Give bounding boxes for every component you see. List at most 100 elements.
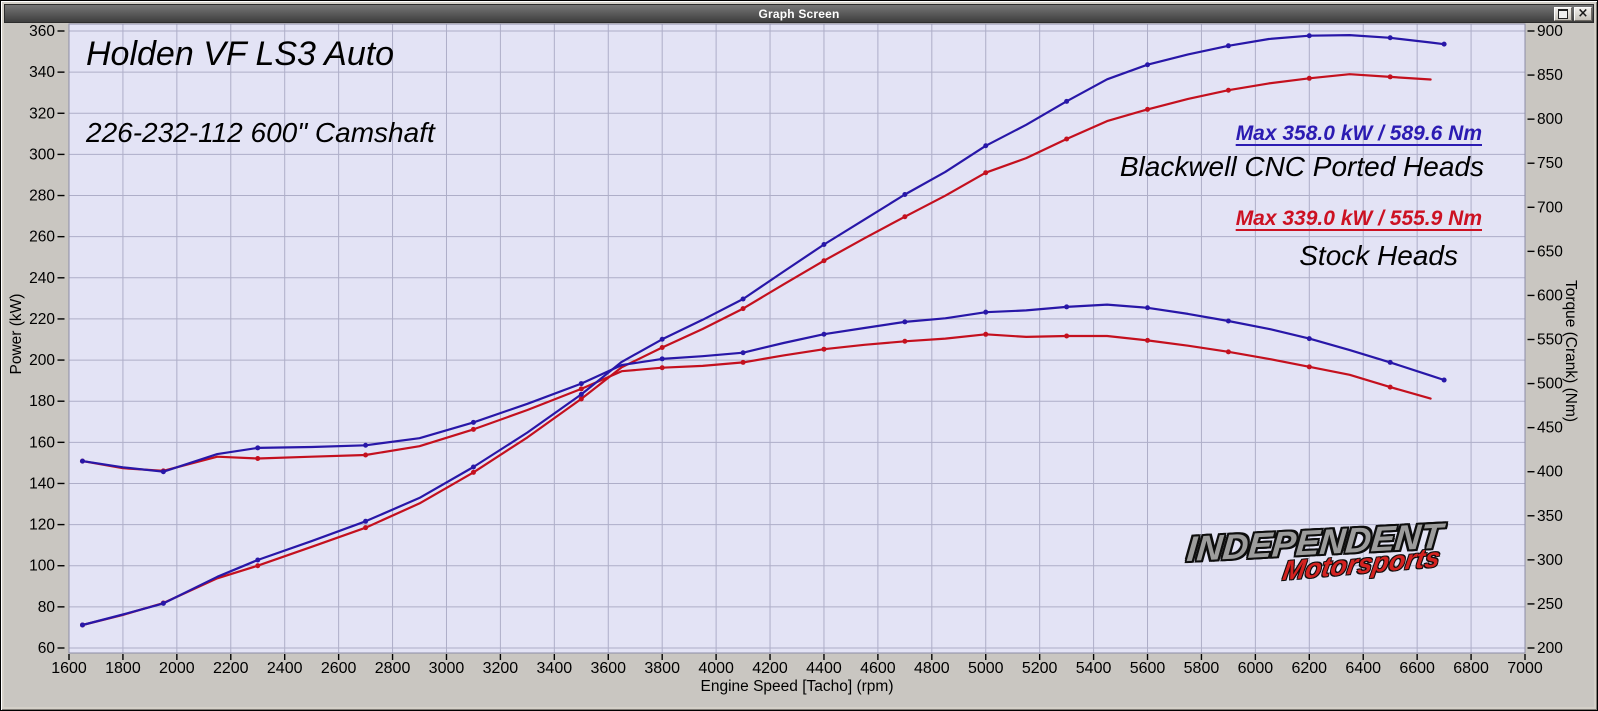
curve-marker: [1145, 106, 1151, 112]
tick-label-power: 220: [29, 311, 55, 328]
curve-marker: [1387, 74, 1393, 80]
tick-label-torque: 500: [1537, 376, 1563, 393]
curve-marker: [659, 356, 665, 362]
tick-label-rpm: 1800: [105, 660, 141, 677]
curve-marker: [821, 331, 827, 337]
tick-label-rpm: 3200: [483, 660, 519, 677]
curve-marker: [1064, 136, 1070, 142]
series-label-stock-heads: Stock Heads: [1299, 240, 1458, 271]
tick-label-torque: 300: [1537, 552, 1563, 569]
window-title: Graph Screen: [758, 6, 840, 21]
tick-label-rpm: 6000: [1238, 660, 1274, 677]
curve-marker: [740, 296, 746, 302]
close-button[interactable]: ×: [1574, 5, 1592, 21]
tick-label-rpm: 2400: [267, 660, 303, 677]
plot-area: [69, 24, 1525, 653]
curve-marker: [659, 365, 665, 371]
titlebar[interactable]: Graph Screen ×: [4, 4, 1594, 23]
curve-stock-heads-torque: [81, 333, 1432, 472]
close-icon: ×: [1577, 5, 1589, 21]
tick-label-power: 180: [29, 393, 55, 410]
max-power-torque-blue: Max 358.0 kW / 589.6 Nm: [1235, 122, 1482, 145]
curve-marker: [821, 346, 827, 352]
tick-label-rpm: 4000: [698, 660, 734, 677]
curve-marker: [1387, 384, 1393, 390]
independent-motorsports-logo: INDEPENDENT Motorsports: [1185, 516, 1467, 587]
tick-label-power: 120: [29, 517, 55, 534]
tick-label-rpm: 6800: [1453, 660, 1489, 677]
curve-marker: [578, 386, 584, 392]
curve-marker: [1064, 304, 1070, 310]
curve-marker: [1145, 337, 1151, 343]
camshaft-subtitle: 226-232-112 600" Camshaft: [86, 117, 435, 148]
curve-marker: [255, 563, 261, 569]
tick-label-rpm: 4400: [806, 660, 842, 677]
graph-screen: 60 80 100 120 140 160 180 200 220 240 260 280 300 320…: [4, 23, 1594, 707]
tick-label-torque: 750: [1537, 155, 1563, 172]
tick-label-torque: 550: [1537, 332, 1563, 349]
curve-marker: [983, 309, 989, 315]
tick-label-rpm: 4800: [914, 660, 950, 677]
curve-marker: [578, 381, 584, 387]
curve-marker: [983, 170, 989, 176]
tick-label-rpm: 3800: [644, 660, 680, 677]
tick-label-torque: 650: [1537, 243, 1563, 260]
tick-label-rpm: 2000: [159, 660, 195, 677]
tick-label-rpm: 2200: [213, 660, 249, 677]
curve-marker: [255, 455, 261, 461]
left-axis-title: Power (kW): [8, 293, 25, 375]
tick-label-power: 200: [29, 352, 55, 369]
curve-marker: [902, 319, 908, 325]
max-power-torque-red: Max 339.0 kW / 555.9 Nm: [1235, 207, 1482, 230]
curve-marker: [363, 518, 369, 524]
tick-label-power: 280: [29, 188, 55, 205]
curve-marker: [821, 258, 827, 264]
curve-marker: [1441, 41, 1447, 47]
curve-marker: [1387, 359, 1393, 365]
tick-label-power: 140: [29, 475, 55, 492]
tick-label-rpm: 5800: [1184, 660, 1220, 677]
tick-label-rpm: 5200: [1022, 660, 1058, 677]
curve-marker: [1145, 305, 1151, 311]
restore-button[interactable]: [1554, 6, 1572, 21]
tick-label-rpm: 5000: [968, 660, 1004, 677]
curve-marker: [1064, 98, 1070, 104]
tick-label-rpm: 7000: [1507, 660, 1543, 677]
tick-label-power: 160: [29, 434, 55, 451]
tick-label-power: 60: [38, 640, 56, 657]
curve-marker: [160, 469, 166, 475]
curve-marker: [659, 345, 665, 351]
tick-label-power: 80: [38, 599, 56, 616]
curve-marker: [740, 306, 746, 312]
tick-label-rpm: 2600: [321, 660, 357, 677]
curve-marker: [1387, 35, 1393, 41]
curve-stock-heads-power: [81, 73, 1432, 627]
curve-marker: [1225, 318, 1231, 324]
tick-label-torque: 200: [1537, 640, 1563, 657]
tick-label-torque: 850: [1537, 67, 1563, 84]
restore-icon: [1558, 8, 1568, 19]
vehicle-title: Holden VF LS3 Auto: [86, 35, 395, 73]
curve-marker: [1225, 349, 1231, 355]
tick-label-power: 100: [29, 558, 55, 575]
tick-label-torque: 400: [1537, 464, 1563, 481]
curve-marker: [740, 359, 746, 365]
curve-marker: [363, 452, 369, 458]
curve-marker: [578, 391, 584, 397]
x-axis-title: Engine Speed [Tacho] (rpm): [700, 678, 894, 695]
tick-label-power: 340: [29, 64, 55, 81]
curve-marker: [1145, 62, 1151, 68]
curve-marker: [160, 600, 166, 606]
tick-label-rpm: 6400: [1345, 660, 1381, 677]
curve-marker: [470, 419, 476, 425]
curve-marker: [1064, 333, 1070, 339]
curve-marker: [79, 622, 85, 628]
tick-label-power: 260: [29, 229, 55, 246]
curve-marker: [902, 214, 908, 220]
curve-marker: [255, 557, 261, 563]
tick-label-rpm: 3000: [429, 660, 465, 677]
curve-marker: [1225, 43, 1231, 49]
tick-label-rpm: 4600: [860, 660, 896, 677]
curve-marker: [902, 338, 908, 344]
